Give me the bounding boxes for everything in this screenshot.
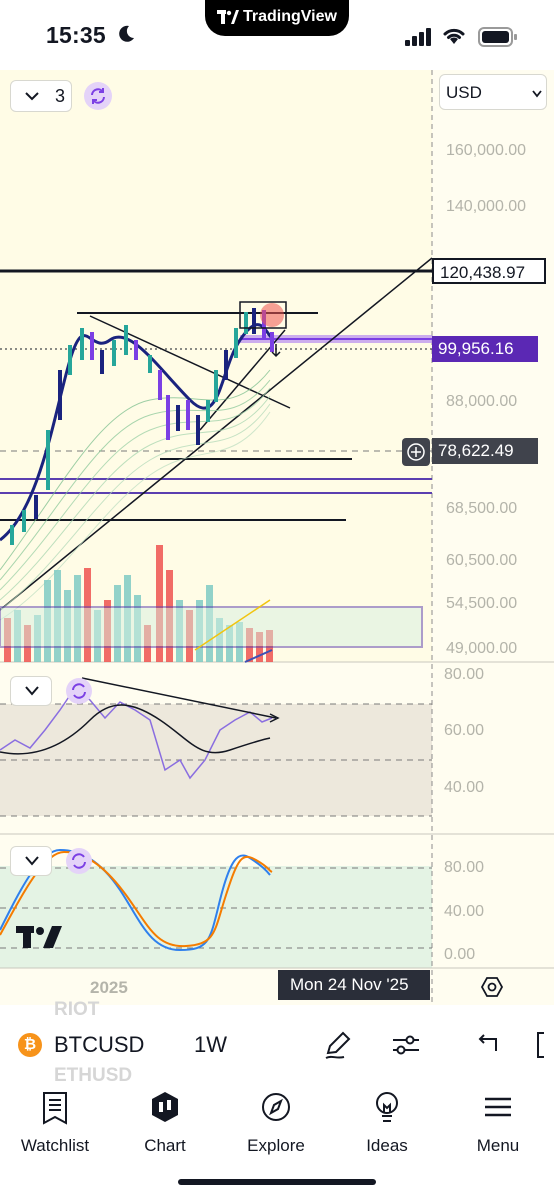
crosshair-price-label: 78,622.49 bbox=[432, 438, 538, 464]
rsi-collapse-button[interactable] bbox=[10, 676, 52, 706]
interval-count: 3 bbox=[55, 86, 66, 106]
cursor-date-label: Mon 24 Nov '25 bbox=[278, 970, 430, 1000]
fullscreen-icon[interactable] bbox=[534, 1029, 554, 1061]
currency-select[interactable]: USD bbox=[439, 74, 547, 110]
time-axis-year: 2025 bbox=[90, 978, 128, 997]
nav-label-menu: Menu bbox=[476, 1136, 520, 1155]
symbol-interval[interactable]: 1W bbox=[194, 1032, 227, 1057]
battery-icon bbox=[478, 27, 517, 47]
watchlist-icon bbox=[43, 1092, 67, 1125]
rsi-tick: 80.00 bbox=[444, 666, 485, 683]
bottom-nav: Watchlist Chart Explore Ideas Menu bbox=[0, 1085, 554, 1199]
chart-candles-icon bbox=[152, 1092, 178, 1122]
ghost-symbol-above: RIOT bbox=[54, 999, 100, 1020]
rsi-tick: 40.00 bbox=[444, 779, 485, 796]
price-tick: 54,500.00 bbox=[446, 595, 518, 612]
nav-explore[interactable]: Explore bbox=[221, 1091, 331, 1161]
stoch-tick: 80.00 bbox=[444, 859, 485, 876]
compass-icon bbox=[262, 1093, 290, 1121]
sync-button[interactable] bbox=[84, 82, 112, 110]
add-alert-button[interactable] bbox=[402, 438, 430, 466]
stoch-tick: 0.00 bbox=[444, 946, 476, 963]
rsi-sync-button[interactable] bbox=[66, 678, 92, 704]
nav-chart[interactable]: Chart bbox=[110, 1091, 220, 1161]
tradingview-watermark-icon bbox=[16, 926, 62, 948]
rsi-tick: 60.00 bbox=[444, 722, 485, 739]
stoch-sync-button[interactable] bbox=[66, 848, 92, 874]
dynamic-island: TradingView bbox=[205, 0, 349, 36]
nav-label-explore: Explore bbox=[247, 1136, 305, 1155]
drawing-pen-icon[interactable] bbox=[322, 1029, 354, 1061]
price-tick: 140,000.00 bbox=[446, 198, 527, 215]
hamburger-menu-icon bbox=[485, 1097, 511, 1117]
stoch-collapse-button[interactable] bbox=[10, 846, 52, 876]
nav-menu[interactable]: Menu bbox=[443, 1091, 553, 1161]
sync-icon bbox=[72, 853, 86, 869]
status-time: 15:35 bbox=[46, 22, 106, 48]
chevron-down-icon bbox=[532, 90, 542, 98]
undo-icon[interactable] bbox=[470, 1029, 502, 1061]
moon-icon bbox=[119, 25, 134, 42]
ghost-symbol-below: ETHUSD bbox=[54, 1065, 133, 1086]
chevron-down-icon bbox=[25, 92, 39, 101]
last-price-label: 99,956.16 bbox=[432, 336, 538, 362]
sync-icon bbox=[72, 683, 86, 699]
chevron-down-icon bbox=[25, 686, 39, 696]
currency-value: USD bbox=[446, 83, 482, 102]
sync-icon bbox=[91, 88, 105, 104]
chart-area[interactable]: 3 USD 160,000.00 140,000.00 88,000.00 68… bbox=[0, 70, 554, 1005]
price-tick: 88,000.00 bbox=[446, 393, 518, 410]
chart-canvas[interactable] bbox=[0, 70, 554, 1005]
interval-dropdown[interactable]: 3 bbox=[10, 80, 72, 112]
wifi-icon bbox=[443, 28, 465, 44]
resistance-price-label: 120,438.97 bbox=[432, 258, 546, 284]
nav-ideas[interactable]: Ideas bbox=[332, 1091, 442, 1161]
nav-watchlist[interactable]: Watchlist bbox=[0, 1091, 110, 1161]
chevron-down-icon bbox=[25, 856, 39, 866]
indicators-sliders-icon[interactable] bbox=[390, 1029, 422, 1061]
symbol-name[interactable]: BTCUSD bbox=[54, 1032, 145, 1057]
bitcoin-icon: ₿ bbox=[18, 1033, 42, 1057]
price-tick: 60,500.00 bbox=[446, 552, 518, 569]
price-tick: 49,000.00 bbox=[446, 640, 518, 657]
island-label: TradingView bbox=[243, 8, 337, 25]
price-tick: 160,000.00 bbox=[446, 142, 527, 159]
home-indicator[interactable] bbox=[178, 1179, 376, 1185]
lightbulb-icon bbox=[376, 1092, 398, 1122]
tradingview-logo-icon bbox=[217, 10, 239, 24]
symbol-bar: RIOT ₿ BTCUSD 1W ETHUSD bbox=[0, 999, 554, 1086]
status-bar: 15:35 TradingView bbox=[0, 0, 554, 70]
signal-icon bbox=[405, 28, 431, 46]
price-tick: 68,500.00 bbox=[446, 500, 518, 517]
nav-label-watchlist: Watchlist bbox=[20, 1136, 90, 1155]
stoch-tick: 40.00 bbox=[444, 903, 485, 920]
plus-circle-icon bbox=[407, 443, 425, 461]
nav-label-chart: Chart bbox=[144, 1136, 186, 1155]
chart-settings-icon[interactable] bbox=[480, 975, 504, 999]
nav-label-ideas: Ideas bbox=[366, 1136, 408, 1155]
